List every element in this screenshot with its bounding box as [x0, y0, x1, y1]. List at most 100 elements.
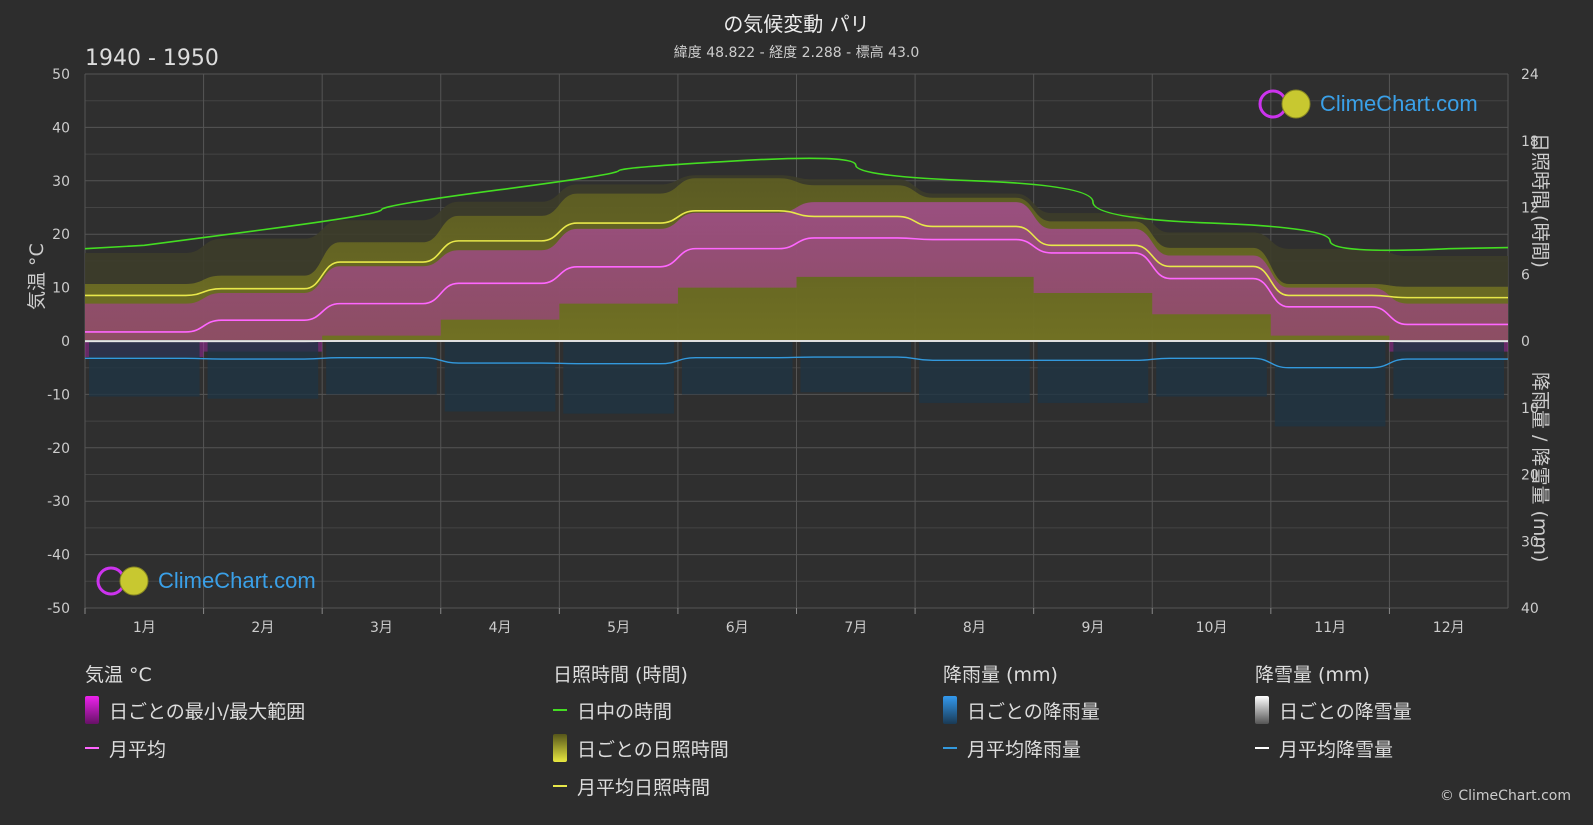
- month-tick-label: 3月: [370, 620, 393, 636]
- legend-rain: 降雨量 (mm) 日ごとの降雨量 月平均降雨量: [943, 660, 1100, 774]
- period-label: 1940 - 1950: [85, 46, 219, 71]
- temperature-avg-line: [85, 237, 1508, 333]
- precipitation-tick-label: 40: [1521, 601, 1539, 617]
- rain-avg-swatch: [943, 747, 957, 749]
- temperature-tick-label: 10: [52, 281, 70, 297]
- sunshine-tick-label: 12: [1521, 201, 1539, 217]
- temperature-tick-label: -20: [47, 441, 70, 457]
- precipitation-tick-label: 10: [1521, 401, 1539, 417]
- legend-item-daily-snow: 日ごとの降雪量: [1255, 696, 1412, 724]
- daily-snow-swatch: [1255, 696, 1269, 724]
- copyright: © ClimeChart.com: [1439, 788, 1571, 804]
- sunshine-avg-swatch: [553, 785, 567, 787]
- daylight-line: [84, 157, 1509, 252]
- rain-bar: [1393, 341, 1504, 399]
- sunshine-tick-label: 24: [1521, 67, 1539, 83]
- month-tick-label: 2月: [251, 620, 274, 636]
- legend-label: 月平均日照時間: [577, 776, 711, 799]
- temperature-tick-label: -10: [47, 387, 70, 403]
- month-tick-label: 10月: [1196, 620, 1228, 636]
- legend-snow-heading: 降雪量 (mm): [1255, 664, 1370, 686]
- sunshine-avg-line: [85, 210, 1508, 299]
- chart-title: の気候変動 パリ: [723, 12, 870, 36]
- month-tick-label: 4月: [489, 620, 512, 636]
- legend-item-daily-rain: 日ごとの降雨量: [943, 696, 1100, 724]
- legend-label: 日ごとの降雪量: [1279, 700, 1412, 723]
- rain-bar: [800, 341, 912, 393]
- sunshine-axis-title: 日照時間 (時間): [1529, 133, 1551, 268]
- temp-range-swatch: [85, 696, 99, 724]
- legend-item-sunshine-avg: 月平均日照時間: [553, 774, 729, 799]
- rain-bar: [1037, 341, 1149, 403]
- legend-item-daylight: 日中の時間: [553, 698, 729, 723]
- rain-bar: [89, 341, 200, 397]
- legend-label: 日ごとの降雨量: [967, 700, 1100, 723]
- legend-rain-heading: 降雨量 (mm): [943, 664, 1058, 686]
- legend-sunshine: 日照時間 (時間) 日中の時間 日ごとの日照時間 月平均日照時間: [553, 660, 729, 812]
- month-tick-label: 12月: [1433, 620, 1465, 636]
- sunshine-tick-label: 6: [1521, 267, 1530, 283]
- legend-sunshine-heading: 日照時間 (時間): [553, 664, 688, 686]
- rain-bar: [207, 341, 319, 399]
- climechart-logo-icon: [1258, 89, 1311, 119]
- temperature-tick-label: 40: [52, 120, 70, 136]
- logo-text: ClimeChart.com: [1320, 91, 1478, 116]
- legend-item-rain-avg: 月平均降雨量: [943, 736, 1100, 761]
- daylight-swatch: [553, 709, 567, 711]
- legend-label: 日中の時間: [577, 700, 673, 723]
- logo-top-right: ClimeChart.com: [1258, 88, 1478, 120]
- legend-temperature-heading: 気温 °C: [85, 664, 152, 686]
- climechart-logo-icon: [96, 566, 149, 596]
- legend-temperature: 気温 °C 日ごとの最小/最大範囲 月平均: [85, 660, 305, 774]
- temperature-axis-title: 気温 °C: [26, 243, 48, 310]
- legend-label: 月平均: [109, 738, 167, 761]
- temp-avg-swatch: [85, 747, 99, 749]
- rain-bar: [1274, 341, 1386, 427]
- precipitation-axis-title: 降雨量 / 降雪量 (mm): [1529, 372, 1551, 563]
- snow-avg-line: [85, 340, 1508, 343]
- sunshine-tick-label: 0: [1521, 334, 1530, 350]
- month-tick-label: 8月: [963, 620, 986, 636]
- legend-item-temp-avg: 月平均: [85, 736, 305, 761]
- temperature-tick-label: 20: [52, 227, 70, 243]
- legend-label: 月平均降雨量: [967, 738, 1082, 761]
- temperature-tick-label: -30: [47, 494, 70, 510]
- rain-bar: [326, 341, 437, 395]
- legend-label: 日ごとの最小/最大範囲: [109, 700, 306, 723]
- rain-bar: [681, 341, 793, 395]
- sunshine-tick-label: 18: [1521, 134, 1539, 150]
- legend-label: 月平均降雪量: [1279, 738, 1394, 761]
- precipitation-tick-label: 30: [1521, 534, 1539, 550]
- rain-bar: [919, 341, 1030, 403]
- month-tick-label: 7月: [844, 620, 867, 636]
- logo-text: ClimeChart.com: [158, 568, 316, 593]
- rain-bar: [1156, 341, 1267, 397]
- month-tick-label: 9月: [1081, 620, 1104, 636]
- snow-avg-swatch: [1255, 747, 1269, 749]
- temperature-tick-label: 50: [52, 67, 70, 83]
- daily-sunshine-swatch: [553, 734, 567, 762]
- temperature-range-band: [85, 202, 1508, 358]
- month-tick-label: 11月: [1314, 620, 1346, 636]
- month-tick-label: 5月: [607, 620, 630, 636]
- month-tick-label: 1月: [133, 620, 156, 636]
- legend-label: 日ごとの日照時間: [577, 738, 729, 761]
- precipitation-tick-label: 20: [1521, 468, 1539, 484]
- month-tick-label: 6月: [726, 620, 749, 636]
- daily-rain-swatch: [943, 696, 957, 724]
- legend-item-temp-range: 日ごとの最小/最大範囲: [85, 696, 306, 724]
- temperature-tick-label: 30: [52, 174, 70, 190]
- temperature-tick-label: 0: [61, 334, 70, 350]
- legend-item-snow-avg: 月平均降雪量: [1255, 736, 1412, 761]
- legend-item-daily-sunshine: 日ごとの日照時間: [553, 734, 729, 762]
- rain-avg-line: [85, 356, 1508, 369]
- logo-bottom-left: ClimeChart.com: [96, 565, 316, 597]
- temperature-tick-label: -40: [47, 548, 70, 564]
- legend-snow: 降雪量 (mm) 日ごとの降雪量 月平均降雪量: [1255, 660, 1412, 774]
- chart-subtitle: 緯度 48.822 - 経度 2.288 - 標高 43.0: [673, 45, 920, 61]
- chart-lines: [84, 157, 1509, 369]
- chart-areas: [85, 175, 1508, 427]
- temperature-tick-label: -50: [47, 601, 70, 617]
